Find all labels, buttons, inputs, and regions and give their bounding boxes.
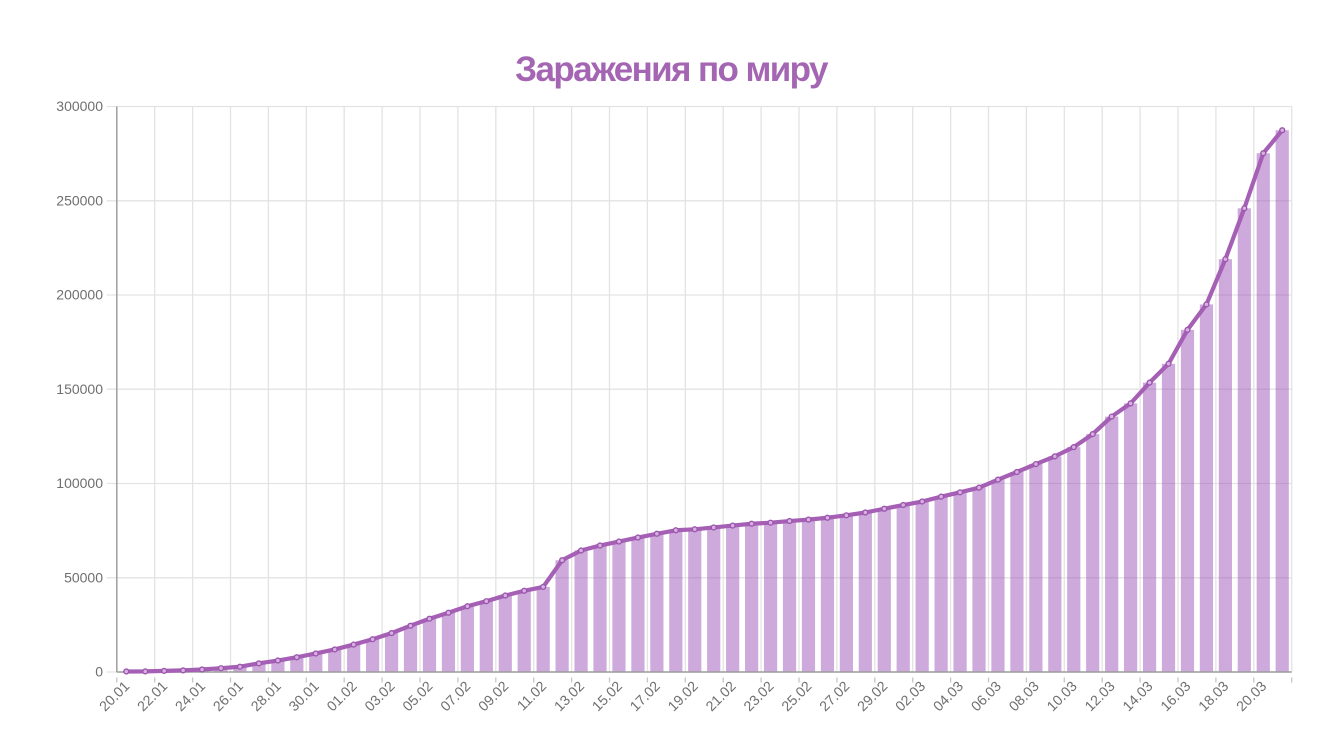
svg-text:100000: 100000 xyxy=(56,475,103,491)
svg-text:0: 0 xyxy=(95,664,103,680)
svg-text:300000: 300000 xyxy=(56,98,103,114)
svg-text:200000: 200000 xyxy=(56,287,103,303)
svg-text:250000: 250000 xyxy=(56,192,103,208)
svg-text:150000: 150000 xyxy=(56,381,103,397)
svg-text:50000: 50000 xyxy=(64,570,103,586)
svg-text:Заражения по миру: Заражения по миру xyxy=(515,50,829,89)
